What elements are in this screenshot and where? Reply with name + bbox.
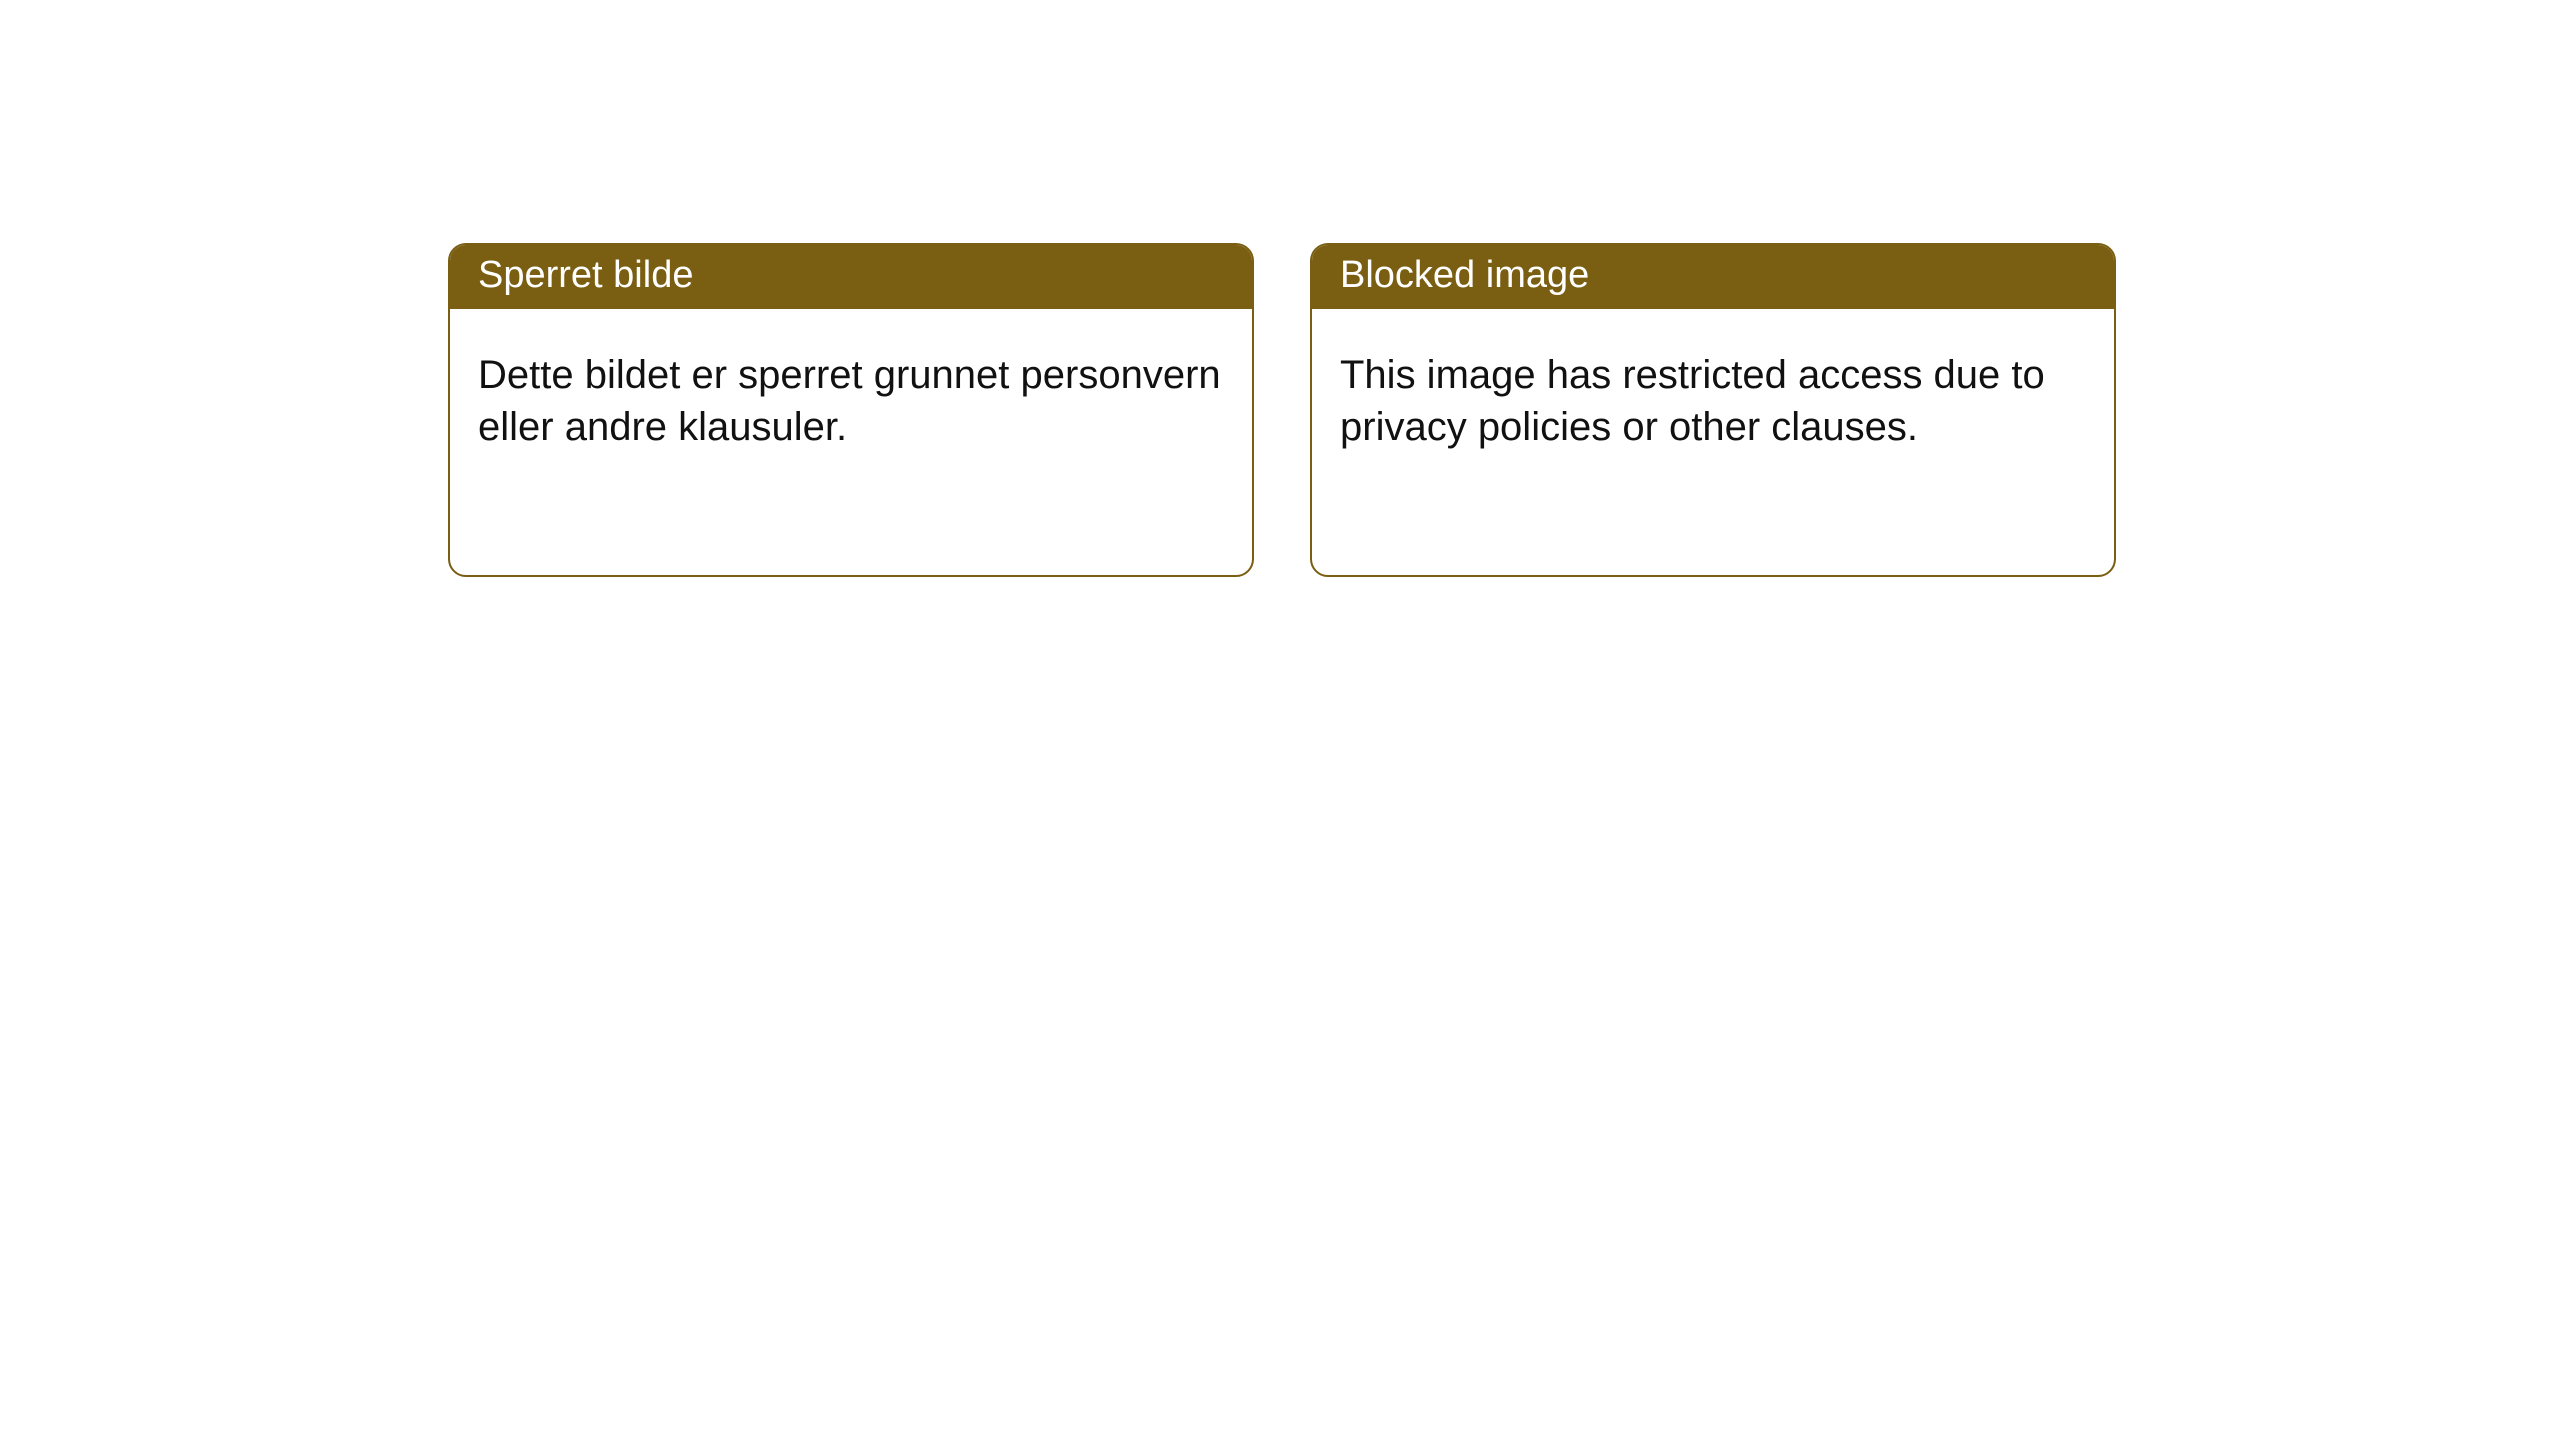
notice-body: This image has restricted access due to … <box>1312 309 2114 481</box>
notice-card-no: Sperret bilde Dette bildet er sperret gr… <box>448 243 1254 577</box>
notice-card-en: Blocked image This image has restricted … <box>1310 243 2116 577</box>
notice-container: Sperret bilde Dette bildet er sperret gr… <box>0 0 2560 577</box>
notice-body: Dette bildet er sperret grunnet personve… <box>450 309 1252 481</box>
notice-title: Sperret bilde <box>450 245 1252 309</box>
notice-title: Blocked image <box>1312 245 2114 309</box>
